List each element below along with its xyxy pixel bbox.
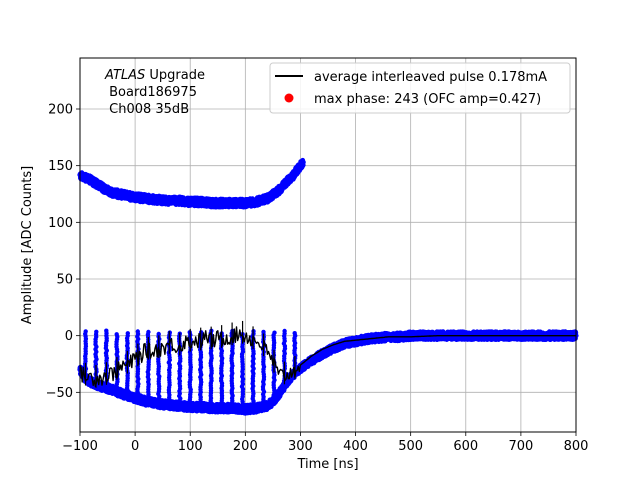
- sample-point: [242, 202, 248, 208]
- sample-point: [291, 173, 297, 179]
- sample-point: [106, 192, 112, 198]
- sample-point: [248, 198, 254, 204]
- series-samples-upper-band-: [77, 157, 306, 210]
- sample-point: [177, 198, 183, 204]
- data-marks: [77, 157, 579, 416]
- sample-point: [112, 188, 118, 194]
- sample-point: [136, 191, 142, 197]
- sample-point: [100, 187, 106, 193]
- sample-point: [277, 190, 283, 196]
- sample-point: [154, 195, 160, 201]
- sample-point: [222, 199, 228, 205]
- sample-point: [127, 196, 133, 202]
- sample-point: [191, 202, 197, 208]
- sample-point: [212, 197, 217, 203]
- sample-point: [204, 199, 210, 205]
- sample-point: [216, 202, 222, 207]
- sample-point: [146, 200, 152, 206]
- sample-point: [132, 196, 138, 201]
- sample-point: [265, 196, 270, 202]
- sample-point: [167, 199, 173, 204]
- sample-point: [183, 202, 189, 208]
- sample-point: [137, 195, 143, 201]
- sample-point: [196, 202, 202, 207]
- sample-point: [94, 177, 99, 183]
- sample-point: [157, 200, 163, 206]
- sample-point: [285, 181, 291, 187]
- sample-point: [191, 198, 196, 203]
- sample-point: [241, 198, 247, 204]
- sample-point: [145, 194, 151, 200]
- sample-point: [268, 190, 273, 196]
- sample-point: [79, 172, 85, 178]
- sample-point: [294, 169, 300, 175]
- sample-point: [298, 160, 304, 166]
- plot-area: [80, 58, 576, 432]
- sample-point: [235, 198, 241, 203]
- sample-point: [255, 195, 261, 201]
- sample-point: [210, 204, 215, 209]
- sample-point: [124, 190, 129, 196]
- sample-point: [85, 179, 91, 185]
- sample-point: [118, 189, 123, 195]
